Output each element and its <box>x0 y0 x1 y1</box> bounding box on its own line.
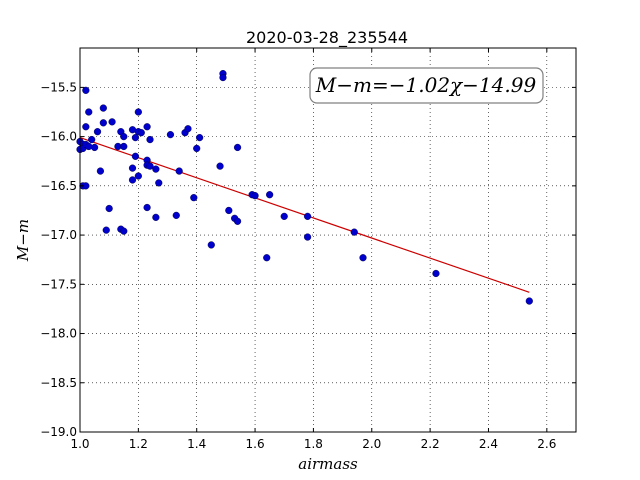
data-point <box>108 118 116 126</box>
data-point <box>105 204 113 213</box>
data-point <box>99 104 107 112</box>
y-tick-label: −17.0 <box>40 228 77 242</box>
data-point <box>166 131 175 139</box>
data-point <box>128 176 137 184</box>
data-point <box>190 194 198 202</box>
x-axis-ticks: 1.0 1.2 1.4 1.6 1.8 2.0 2.2 2.4 2.6 <box>70 48 556 451</box>
data-point <box>175 167 183 175</box>
y-tick-label: −17.5 <box>40 277 77 291</box>
data-point <box>120 227 128 235</box>
data-point <box>303 212 312 220</box>
x-tick-label: 1.6 <box>246 437 265 451</box>
data-point <box>99 119 107 127</box>
data-point <box>216 162 224 170</box>
grid <box>79 48 576 433</box>
data-point <box>152 165 160 173</box>
data-point <box>82 123 90 131</box>
y-axis-label: M−m <box>14 219 32 262</box>
data-point <box>280 212 288 220</box>
data-point <box>266 191 274 199</box>
data-point <box>143 123 151 131</box>
x-tick-label: 1.8 <box>304 437 323 451</box>
data-point <box>82 86 90 94</box>
data-point <box>359 254 367 262</box>
x-tick-label: 1.4 <box>187 437 206 451</box>
data-points <box>76 69 533 305</box>
equation-box-frame <box>309 67 544 104</box>
y-tick-label: −16.5 <box>40 179 77 193</box>
data-point <box>303 233 312 241</box>
data-point <box>146 135 154 144</box>
chart-title: 2020-03-28_235544 <box>246 28 408 48</box>
data-point <box>196 134 204 142</box>
data-point <box>263 254 271 262</box>
data-point <box>90 143 99 152</box>
data-point <box>225 206 233 215</box>
data-point <box>85 108 93 116</box>
data-point <box>128 164 137 172</box>
data-point <box>525 297 533 305</box>
data-point <box>432 269 440 278</box>
x-tick-label: 1.0 <box>70 437 89 451</box>
data-point <box>131 152 140 160</box>
data-point <box>233 143 242 152</box>
data-point <box>134 108 142 116</box>
data-point <box>131 134 140 142</box>
data-point <box>102 226 110 234</box>
x-tick-label: 1.2 <box>129 437 148 451</box>
data-point <box>350 228 358 236</box>
x-tick-label: 2.2 <box>421 437 440 451</box>
data-point <box>146 162 154 170</box>
plot-frame <box>79 47 577 433</box>
data-point <box>120 142 128 151</box>
data-point <box>93 128 102 136</box>
x-tick-label: 2.0 <box>362 437 381 451</box>
data-point <box>152 213 160 221</box>
y-tick-label: −18.5 <box>40 376 77 390</box>
data-point <box>172 211 180 219</box>
y-tick-label: −18.0 <box>40 327 77 341</box>
y-tick-label: −16.0 <box>40 130 77 144</box>
data-point <box>251 192 259 200</box>
x-axis-label: airmass <box>298 455 358 473</box>
data-point <box>137 129 145 137</box>
data-point <box>233 217 242 225</box>
y-tick-label: −15.5 <box>40 80 77 94</box>
data-point <box>207 241 215 249</box>
data-point <box>88 135 96 144</box>
data-point <box>155 179 163 187</box>
data-point <box>143 203 151 212</box>
x-tick-label: 2.6 <box>537 437 556 451</box>
data-point <box>219 73 227 82</box>
fit-equation: M−m=−1.02χ−14.99 <box>315 73 537 97</box>
data-point <box>184 125 192 133</box>
data-point <box>96 167 105 175</box>
y-axis-ticks: −15.5 −16.0 −16.5 −17.0 −17.5 −18.0 −18.5 −19.0 <box>40 80 576 439</box>
data-point <box>134 172 142 180</box>
data-point <box>193 144 201 153</box>
x-tick-label: 2.4 <box>479 437 498 451</box>
equation-box: M−m=−1.02χ−14.99 <box>309 67 544 104</box>
y-tick-label: −19.0 <box>40 425 77 439</box>
data-point <box>120 133 128 141</box>
